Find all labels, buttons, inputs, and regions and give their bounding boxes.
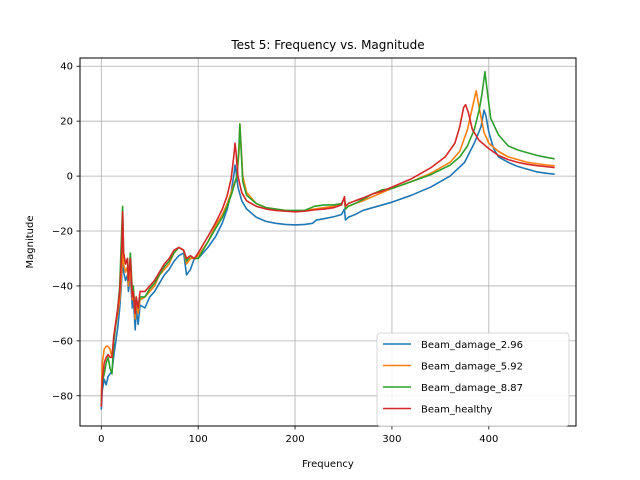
- y-tick-label: 20: [60, 117, 73, 128]
- series-line-beam-damage-2-96: [100, 109, 555, 410]
- legend-entry-label: Beam_healthy: [421, 405, 493, 416]
- y-tick-label: −60: [52, 336, 73, 347]
- y-tick-label: −20: [52, 227, 73, 238]
- x-tick-label: 300: [382, 434, 401, 445]
- legend: Beam_damage_2.96 Beam_damage_5.92 Beam_dam…: [376, 332, 570, 427]
- grid-lines: [80, 58, 576, 426]
- x-tick-label: 400: [479, 434, 498, 445]
- y-tick-label: 40: [60, 62, 73, 73]
- legend-entry-label: Beam_damage_5.92: [421, 362, 523, 373]
- axis-ticks: 0 100 200 300 400 −80 −60 −40 −20 0 20 40: [52, 62, 498, 445]
- plot-frame: [79, 57, 577, 427]
- x-axis-label: Frequency: [302, 459, 354, 470]
- y-tick-label: −80: [52, 391, 73, 402]
- legend-entry-label: Beam_damage_2.96: [421, 340, 523, 351]
- x-tick-label: 200: [286, 434, 305, 445]
- series-line-beam-healthy: [100, 103, 555, 407]
- legend-entry-label: Beam_damage_8.87: [421, 383, 523, 394]
- x-tick-label: 100: [189, 434, 208, 445]
- x-tick-label: 0: [98, 434, 104, 445]
- chart-title: Test 5: Frequency vs. Magnitude: [230, 38, 424, 52]
- series-lines: [100, 70, 555, 410]
- y-tick-label: −40: [52, 281, 73, 292]
- legend-box: [376, 332, 570, 427]
- y-axis-label: Magnitude: [25, 216, 36, 269]
- y-tick-label: 0: [67, 172, 73, 183]
